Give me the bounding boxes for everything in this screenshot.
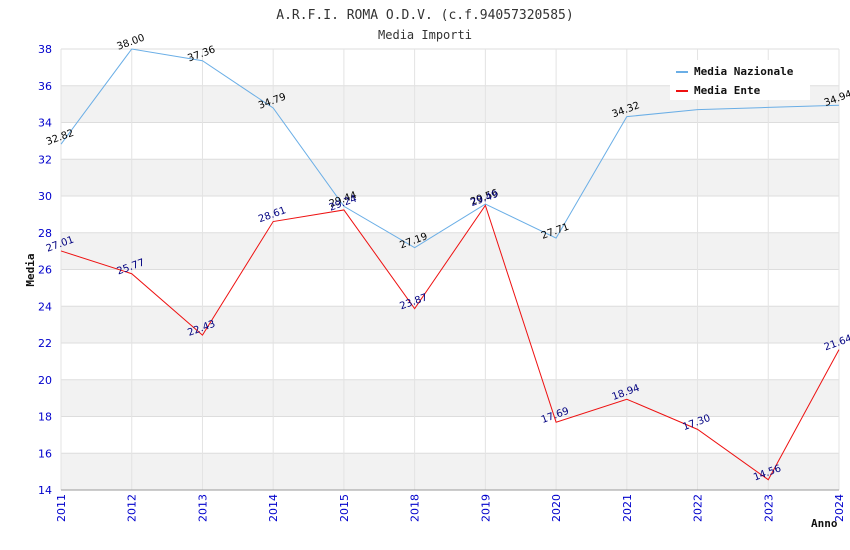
x-tick-label: 2018 [409,494,422,522]
y-tick-label: 38 [38,43,52,56]
x-tick-label: 2020 [550,494,563,522]
y-tick-label: 24 [38,300,52,313]
series-lines [60,48,840,481]
x-tick-label: 2022 [692,494,705,522]
legend-box [670,60,810,100]
legend-label-media-nazionale: Media Nazionale [694,65,794,78]
y-tick-label: 28 [38,227,52,240]
plot-band [61,343,839,380]
x-tick-label: 2021 [621,494,634,522]
x-tick-labels: 2011 2012 2013 2014 2015 2018 2019 2020 2021 2022… [55,494,846,522]
legend: Media Nazionale Media Ente [670,60,810,100]
plot-band [61,269,839,307]
y-tick-label: 26 [38,264,52,277]
y-tick-label: 16 [38,447,52,460]
series-line-media-ente [60,204,840,481]
gridlines [60,48,840,491]
series-line-media-nazionale [60,48,840,249]
x-tick-label: 2014 [267,494,280,522]
plot-band [61,306,839,343]
x-axis-title: Anno [811,517,838,530]
y-axis-title: Media [24,253,37,286]
chart-subtitle: Media Importi [378,28,472,42]
y-tick-label: 14 [38,484,52,497]
x-tick-label: 2019 [479,494,492,522]
y-tick-label: 30 [38,190,52,203]
x-tick-label: 2013 [196,494,209,522]
x-tick-label: 2023 [762,494,775,522]
legend-label-media-ente: Media Ente [694,84,761,97]
chart-title: A.R.F.I. ROMA O.D.V. (c.f.94057320585) [276,8,573,23]
y-tick-label: 20 [38,374,52,387]
plot-band [61,453,839,490]
x-tick-label: 2015 [338,494,351,522]
y-tick-label: 18 [38,411,52,424]
x-tick-label: 2012 [126,494,139,522]
y-tick-label: 34 [38,117,52,130]
plot-band [61,232,839,270]
plot-band [61,379,839,417]
y-tick-labels: 14 16 18 20 22 24 26 28 30 32 34 36 38 [38,43,52,497]
plot-band [61,196,839,233]
y-tick-label: 36 [38,80,52,93]
plot-band [61,122,839,160]
y-tick-label: 32 [38,153,52,166]
x-tick-label: 2011 [55,494,68,522]
y-tick-label: 22 [38,337,52,350]
plot-band [61,159,839,196]
plot-band [61,416,839,454]
x-tick-label: 2024 [833,494,846,522]
